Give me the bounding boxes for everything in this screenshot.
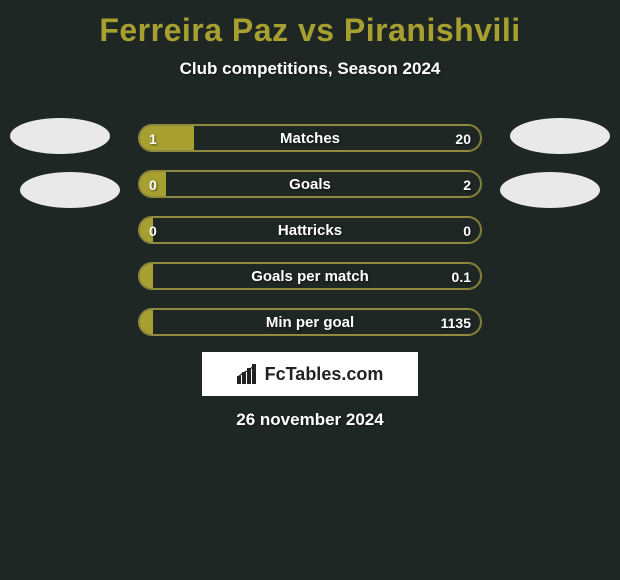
chart-icon [237,364,259,384]
stat-row: Goals per match0.1 [138,262,482,290]
comparison-infographic: Ferreira Paz vs Piranishvili Club compet… [0,0,620,580]
player-right-secondary [500,172,600,208]
stat-value-left: 0 [149,171,157,197]
stat-row: Min per goal1135 [138,308,482,336]
stat-label: Min per goal [139,309,481,335]
player-right-avatar [510,118,610,154]
subtitle: Club competitions, Season 2024 [0,59,620,79]
stat-row: Matches1 20 [138,124,482,152]
stat-label: Hattricks [139,217,481,243]
player-left-avatar [10,118,110,154]
stat-value-left: 0 [149,217,157,243]
stat-value-right: 20 [455,125,471,151]
page-title: Ferreira Paz vs Piranishvili [0,0,620,49]
stat-row: Hattricks0 0 [138,216,482,244]
stat-value-left: 1 [149,125,157,151]
stat-label: Goals per match [139,263,481,289]
stat-bars: Matches120Goals02Hattricks00Goals per ma… [138,124,482,354]
logo-text: FcTables.com [265,364,384,385]
stat-value-right: 2 [463,171,471,197]
stat-label: Goals [139,171,481,197]
stat-row: Goals0 2 [138,170,482,198]
stat-value-right: 0.1 [452,263,471,289]
stat-value-right: 0 [463,217,471,243]
stat-label: Matches [139,125,481,151]
date-text: 26 november 2024 [0,410,620,430]
player-left-secondary [20,172,120,208]
fctables-logo: FcTables.com [202,352,418,396]
stat-value-right: 1135 [441,309,471,335]
